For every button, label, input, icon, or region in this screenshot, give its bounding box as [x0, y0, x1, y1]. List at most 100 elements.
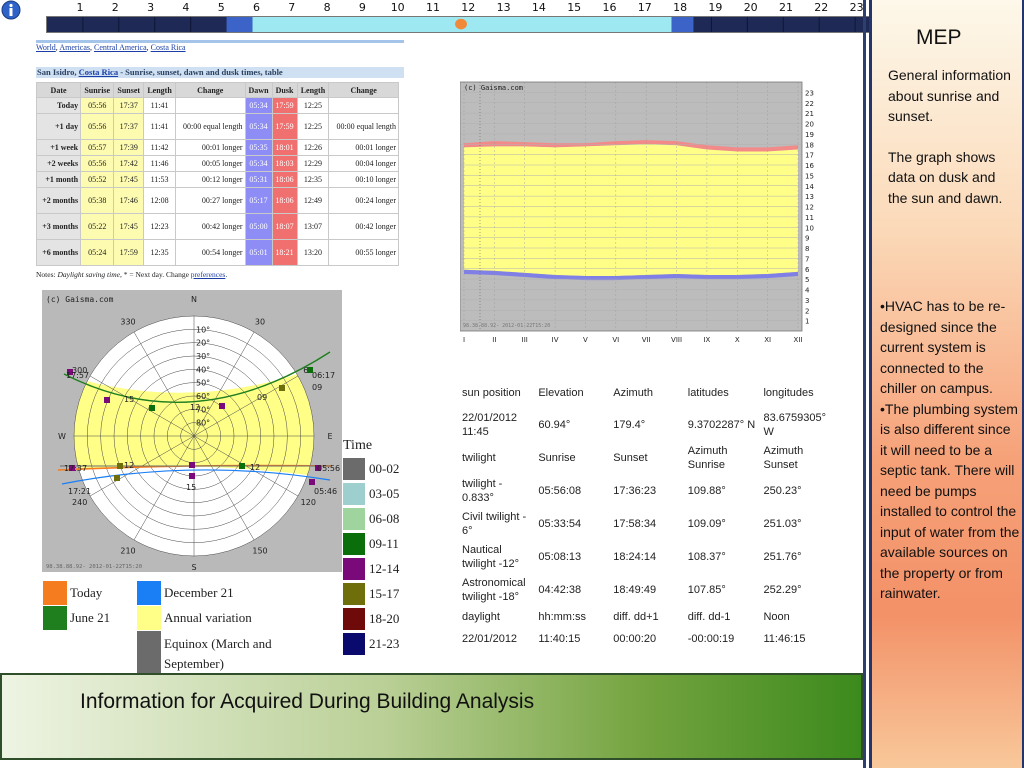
hour-label: 1 [76, 1, 84, 14]
breadcrumb-costa-rica[interactable]: Costa Rica [150, 43, 186, 52]
data-table-cell: Nautical twilight -12° [462, 543, 519, 570]
sun-table-cell-change2: 00:55 longer [328, 239, 399, 266]
azimuth-spoke [133, 331, 195, 437]
y-tick-label: 3 [805, 297, 809, 305]
sun-table-cell-sunset: 17:59 [113, 239, 145, 266]
sun-table-cell-sunrise: 05:52 [80, 171, 115, 188]
y-tick-label: 17 [805, 152, 814, 160]
time-legend-label: 03-05 [369, 486, 400, 501]
sun-table-title-link[interactable]: Costa Rica [78, 67, 119, 77]
side-general-text: General information about sunrise and su… [888, 67, 1011, 124]
sun-table-cell-sunset: 17:39 [113, 139, 145, 156]
data-table-cell: 109.88° [687, 484, 726, 497]
data-table-cell: 11:40:15 [538, 633, 581, 645]
path-label: 12 [124, 461, 134, 470]
side-panel-title: MEP [916, 26, 962, 49]
data-table-cell: 251.76° [763, 550, 802, 563]
legend-swatch-today [43, 581, 67, 605]
sun-table-cell-sunrise: 05:24 [80, 239, 115, 266]
sun-table-row: +1 month 05:52 17:45 11:53 00:12 longer 05:31… [35, 171, 399, 188]
sun-table-row: +1 day 05:56 17:37 11:41 00:00 equal length 0… [35, 113, 399, 140]
info-icon[interactable] [1, 0, 21, 20]
daylight-hour-strip [46, 16, 892, 33]
sun-table-cell-dusk: 18:21 [271, 239, 298, 266]
breadcrumb-central-america[interactable]: Central America [94, 43, 147, 52]
side-panel-general: General information about sunrise and su… [888, 65, 1018, 208]
sun-table-cell-length: 11:41 [143, 97, 176, 114]
hour-label: 16 [602, 1, 617, 14]
side-bullet-hvac: •HVAC has to be re-designed since the cu… [880, 298, 1006, 396]
y-tick-label: 18 [805, 141, 814, 149]
sun-table-cell-change2: 00:01 longer [328, 139, 399, 156]
sun-table-cell-dusk: 18:06 [271, 171, 298, 188]
side-bullet-plumbing: •The plumbing system is also different s… [880, 400, 1020, 602]
direction-w: W [58, 432, 66, 441]
sun-table-row: +3 months 05:22 17:45 12:23 00:42 longer 05:0… [35, 213, 399, 240]
sun-table-cell-dusk: 17:59 [271, 113, 298, 140]
legend-label-december: December 21 [164, 585, 234, 600]
sun-table-cell-date: Today [35, 97, 82, 114]
data-table-cell: 108.37° [687, 550, 726, 563]
sun-table-cell-change2: 00:24 longer [328, 187, 399, 214]
sun-table-cell-dawn: 05:34 [244, 97, 273, 114]
hour-label: 15 [567, 1, 582, 14]
sun-table-cell-date: +1 month [35, 171, 82, 188]
data-table-cell: 17:58:34 [613, 517, 657, 530]
azimuth-spoke [89, 375, 195, 437]
sun-table-cell-length: 11:42 [143, 139, 176, 156]
sun-table-cell-dusk: 18:01 [271, 139, 298, 156]
data-table-cell: latitudes [687, 387, 729, 399]
sun-table-cell-change: 00:00 equal length [174, 113, 246, 140]
sun-table-cell-length: 12:35 [143, 239, 176, 266]
hour-marker [69, 465, 75, 471]
time-legend-label: 21-23 [369, 636, 400, 651]
y-tick-label: 15 [805, 172, 814, 180]
y-tick-label: 12 [805, 204, 814, 212]
time-legend-label: 06-08 [369, 511, 400, 526]
sun-table-cell-sunrise: 05:57 [80, 139, 115, 156]
x-tick-label: VII [642, 336, 651, 344]
hour-label: 2 [111, 1, 119, 14]
elevation-label: 60° [196, 392, 210, 401]
path-label: 05:56 [317, 464, 340, 473]
time-legend-swatch [342, 557, 366, 581]
hour-label: 7 [288, 1, 296, 14]
hour-marker [114, 475, 120, 481]
sun-table-cell-length2: 12:26 [296, 139, 330, 156]
time-legend-swatch [342, 457, 366, 481]
x-tick-label: V [583, 336, 588, 344]
sun-table-cell-sunset: 17:45 [113, 213, 145, 240]
legend-label-annual: Annual variation [164, 610, 252, 625]
hour-marker [189, 473, 195, 479]
azimuth-label: 330 [120, 318, 135, 327]
y-tick-label: 6 [805, 266, 810, 274]
data-table-cell: 11:46:15 [763, 633, 806, 645]
hour-label: 4 [182, 1, 190, 14]
time-legend-label: 15-17 [369, 586, 400, 601]
data-table-cell: 250.23° [763, 484, 802, 497]
direction-s: S [191, 563, 196, 572]
data-table-cell: 107.85° [687, 583, 726, 596]
path-label: 06:17 [312, 371, 335, 380]
annual-credit: (c) Gaisma.com [464, 84, 523, 92]
preferences-link[interactable]: preferences [190, 270, 226, 279]
x-tick-label: X [735, 336, 740, 344]
hour-marker [67, 369, 73, 375]
breadcrumb-americas[interactable]: Americas [59, 43, 91, 52]
polar-footer: 98.38.88.92- 2012-01-22T15:20 [46, 564, 142, 570]
breadcrumb-world[interactable]: World [36, 43, 56, 52]
y-tick-label: 8 [805, 245, 809, 253]
elevation-label: 10° [196, 325, 210, 334]
sun-table-cell-date: +2 weeks [35, 155, 82, 172]
path-label: 17:57 [66, 371, 89, 380]
data-table-cell: 109.09° [687, 517, 726, 530]
data-table-cell: 83.6759305° W [763, 411, 826, 438]
sun-table-cell-sunset: 17:37 [113, 113, 145, 140]
banner-title: Information for Acquired During Building… [80, 690, 535, 713]
sun-table-title-suffix: - Sunrise, sunset, dawn and dusk times, … [120, 67, 283, 77]
azimuth-label: 240 [72, 498, 87, 507]
y-tick-label: 16 [805, 162, 814, 170]
side-graph-text: The graph shows data on dusk and the sun… [888, 148, 1003, 206]
sun-table-cell-date: +6 months [35, 239, 82, 266]
december-path [61, 469, 331, 485]
